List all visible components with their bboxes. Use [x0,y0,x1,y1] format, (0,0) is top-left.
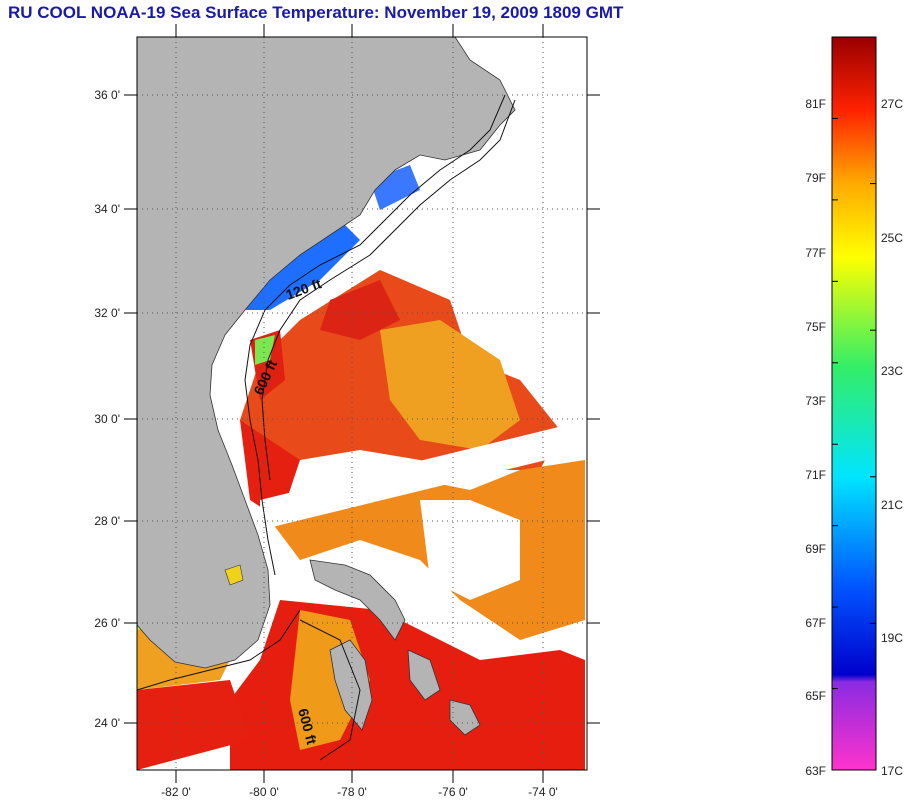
colorbar-f-label: 63F [805,764,826,778]
colorbar-c-label: 17C [881,764,903,778]
page-title: RU COOL NOAA-19 Sea Surface Temperature:… [8,3,624,22]
lon-label: -78 0' [337,785,367,799]
lat-label: 36 0' [94,88,120,102]
colorbar-f-label: 71F [805,468,826,482]
lon-label: -76 0' [438,785,468,799]
lat-label: 30 0' [94,412,120,426]
colorbar-c-label: 21C [881,498,903,512]
colorbar-f-label: 73F [805,394,826,408]
graticule [137,37,587,770]
lat-label: 32 0' [94,306,120,320]
colorbar-c-label: 23C [881,364,903,378]
map-area [137,37,587,770]
lat-label: 28 0' [94,514,120,528]
map-frame [136,36,588,771]
colorbar-f-label: 65F [805,689,826,703]
swath-gap [260,420,587,530]
land [137,37,516,736]
colorbar-f-label: 81F [805,97,826,111]
colorbar-f-ticks [832,36,838,771]
lat-label: 34 0' [94,202,120,216]
lat-label: 24 0' [94,716,120,730]
colorbar: 81F 79F 77F 75F 73F 71F 69F 67F 65F 63F … [805,36,903,778]
colorbar-f-label: 75F [805,320,826,334]
lon-label: -80 0' [249,785,279,799]
colorbar-c-label: 25C [881,231,903,245]
colorbar-f-label: 69F [805,542,826,556]
colorbar-gradient [831,36,877,771]
colorbar-c-label: 19C [881,631,903,645]
colorbar-c-label: 27C [881,97,903,111]
lon-label: -74 0' [528,785,558,799]
map-ticks [124,24,600,783]
colorbar-f-label: 67F [805,616,826,630]
colorbar-f-label: 77F [805,246,826,260]
isobath-contours [137,94,516,761]
colorbar-f-label: 79F [805,171,826,185]
colorbar-c-ticks [870,36,876,771]
lon-label: -82 0' [161,785,191,799]
lat-label: 26 0' [94,616,120,630]
